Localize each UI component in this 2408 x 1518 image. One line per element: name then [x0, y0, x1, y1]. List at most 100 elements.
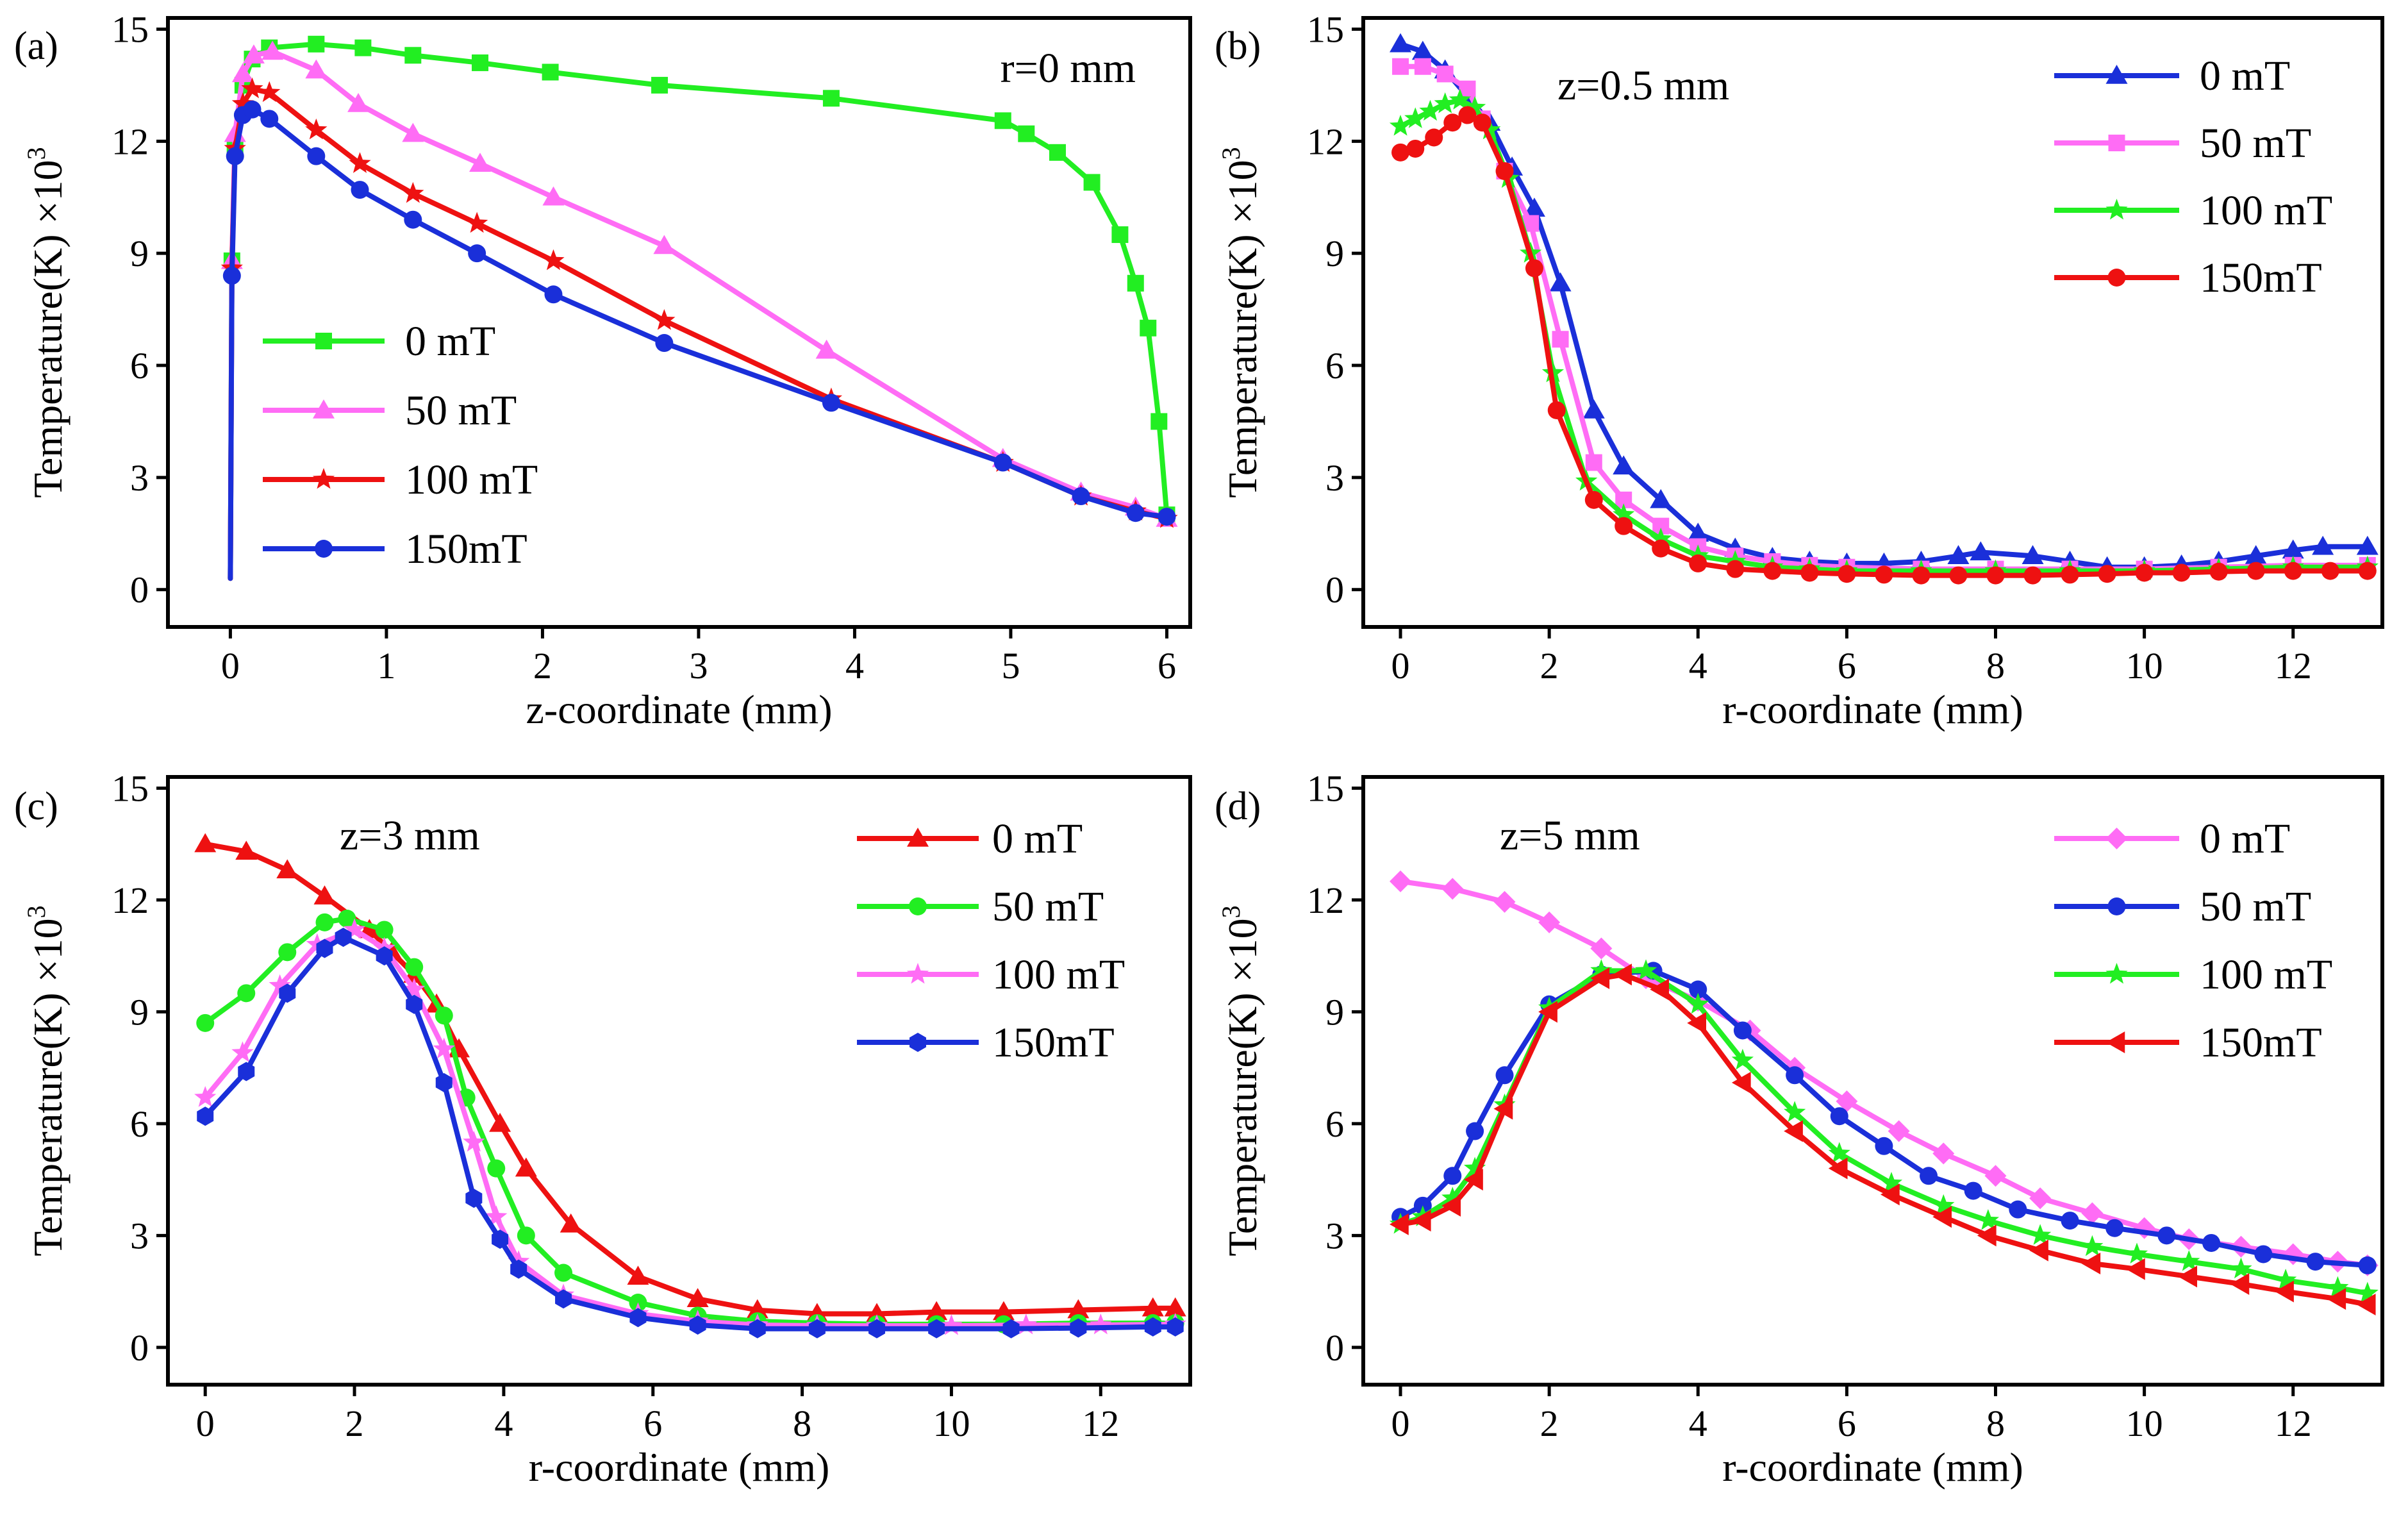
panel-label: (d) — [1215, 785, 1261, 828]
data-point — [313, 885, 336, 905]
data-point — [822, 90, 840, 107]
x-tick-label: 0 — [196, 1403, 215, 1444]
x-tick-label: 12 — [2275, 1403, 2312, 1444]
y-tick-label: 9 — [130, 233, 149, 274]
x-tick-label: 2 — [345, 1403, 364, 1444]
data-point — [1786, 1066, 1804, 1085]
data-point — [343, 918, 366, 940]
data-point — [2230, 1257, 2252, 1279]
data-point — [2126, 1258, 2145, 1280]
data-point — [689, 1315, 706, 1335]
panel-label: (c) — [14, 785, 58, 828]
data-point — [1392, 58, 1409, 75]
series-markers-a-1 — [220, 40, 1178, 527]
data-point — [2202, 1233, 2221, 1252]
y-tick-label: 15 — [1307, 767, 1344, 809]
data-point — [465, 1189, 483, 1208]
data-point — [279, 983, 296, 1003]
legend-marker — [2108, 135, 2125, 151]
data-point — [485, 1205, 508, 1226]
data-point — [1547, 401, 1566, 419]
data-point — [2356, 1293, 2376, 1315]
data-point — [1523, 197, 1545, 217]
data-point — [2312, 535, 2334, 555]
data-point — [1493, 890, 1516, 913]
data-point — [1464, 1169, 1483, 1191]
data-point — [1613, 503, 1635, 524]
axes-frame-d — [1361, 775, 2384, 1387]
data-point — [335, 928, 352, 947]
annotation: r=0 mm — [1001, 45, 1136, 92]
data-point — [1441, 878, 1464, 900]
data-point — [1419, 99, 1441, 121]
x-tick-label: 1 — [377, 645, 395, 687]
y-tick-label: 3 — [1325, 1215, 1344, 1256]
series-line-a-3 — [228, 106, 1170, 581]
annotation: z=0.5 mm — [1557, 62, 1729, 109]
y-tick-label: 3 — [1325, 457, 1344, 499]
data-point — [405, 958, 424, 976]
data-point — [1389, 115, 1412, 136]
data-point — [1689, 980, 1707, 999]
data-point — [1538, 911, 1561, 933]
data-point — [815, 339, 838, 359]
data-point — [1126, 504, 1145, 522]
legend-marker — [2105, 963, 2128, 984]
data-point — [1687, 522, 1709, 542]
data-point — [926, 1301, 948, 1321]
data-point — [1538, 1001, 1557, 1023]
legend-c: 0 mT 50 mT 100 mT 150mT — [857, 815, 1125, 1066]
data-point — [1689, 554, 1707, 572]
data-point — [2061, 1212, 2079, 1230]
series-markers-d-3 — [1390, 963, 2376, 1315]
data-point — [194, 833, 217, 853]
y-tick-label: 12 — [1307, 880, 1344, 921]
data-point — [2282, 539, 2304, 559]
y-tick-label: 9 — [1325, 233, 1344, 274]
legend-label: 0 mT — [405, 318, 495, 365]
data-point — [1880, 1171, 1903, 1193]
data-point — [1390, 33, 1412, 53]
y-tick-label: 3 — [130, 457, 149, 499]
data-point — [1552, 331, 1569, 348]
data-point — [1015, 1313, 1037, 1335]
data-point — [2029, 1224, 2052, 1245]
data-point — [2009, 1200, 2027, 1219]
series-markers-d-2 — [1389, 959, 2379, 1303]
legend-marker — [2105, 828, 2128, 849]
annotation: z=3 mm — [340, 812, 480, 859]
x-tick-label: 8 — [1986, 1403, 2005, 1444]
data-point — [1634, 959, 1657, 980]
series-markers-a-2 — [220, 77, 1178, 528]
data-point — [1466, 1122, 1484, 1140]
data-point — [1875, 565, 1893, 584]
data-point — [2327, 1276, 2349, 1297]
data-point — [1932, 1206, 1952, 1228]
data-point — [1947, 545, 1970, 565]
annotation: z=5 mm — [1500, 812, 1640, 859]
y-axis-label: Temperature(K) ×103 — [1216, 905, 1265, 1256]
data-point — [466, 212, 488, 233]
x-tick-label: 12 — [1082, 1403, 1119, 1444]
data-point — [1731, 1071, 1751, 1094]
x-tick-label: 6 — [1838, 1403, 1856, 1444]
plot-area-c — [194, 833, 1186, 1339]
series-line-b-3 — [1398, 112, 2370, 578]
y-tick-label: 15 — [1307, 8, 1344, 50]
y-axis-label: Temperature(K) ×103 — [22, 905, 71, 1256]
data-point — [194, 1086, 217, 1107]
legend-label: 0 mT — [2200, 815, 2290, 862]
data-point — [1495, 1066, 1514, 1085]
legend-marker — [315, 540, 333, 558]
data-point — [2321, 562, 2339, 580]
data-point — [1964, 1181, 1982, 1200]
axes-frame-a — [166, 16, 1192, 629]
data-point — [655, 334, 674, 353]
data-point — [402, 181, 424, 203]
x-tick-label: 10 — [2126, 1403, 2163, 1444]
legend-marker — [2105, 199, 2128, 220]
data-point — [2125, 1242, 2148, 1264]
data-point — [992, 1301, 1015, 1321]
data-point — [2178, 1250, 2200, 1271]
